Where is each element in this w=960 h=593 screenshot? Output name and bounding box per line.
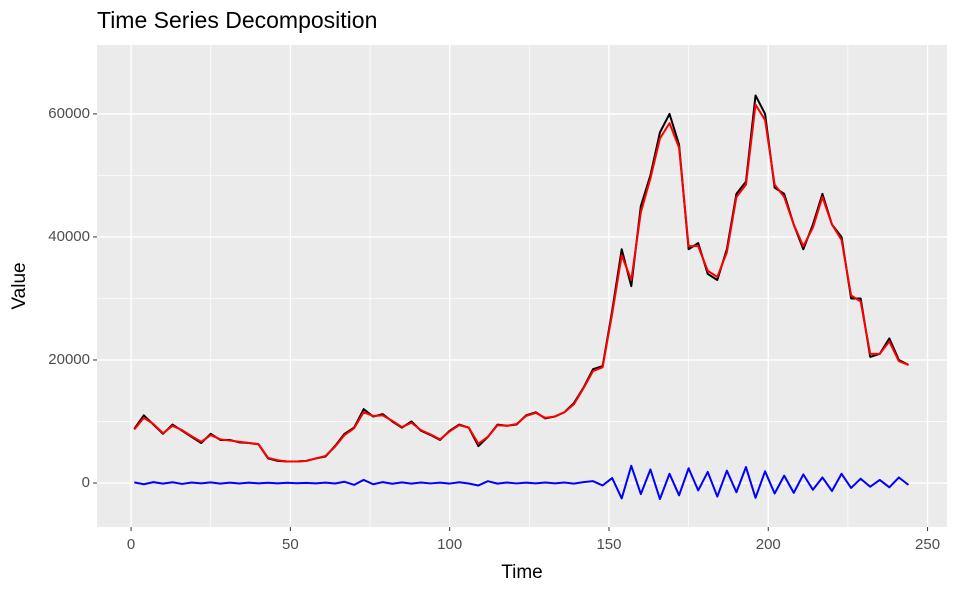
plot-panel [97, 45, 947, 527]
x-tick-label: 150 [596, 536, 621, 553]
y-tick-label: 60000 [48, 105, 90, 122]
x-tick-label: 0 [127, 536, 135, 553]
x-axis-title: Time [501, 562, 543, 583]
y-tick-label: 40000 [48, 228, 90, 245]
x-tick-label: 100 [437, 536, 462, 553]
series-line [134, 464, 910, 501]
y-axis-title: Value [9, 262, 30, 309]
chart-title: Time Series Decomposition [97, 7, 377, 33]
x-tick-label: 200 [756, 536, 781, 553]
y-tick-label: 20000 [48, 351, 90, 368]
x-tick-label: 250 [915, 536, 940, 553]
series-line [133, 103, 909, 463]
y-tick-label: 0 [82, 474, 90, 491]
x-tick-label: 50 [282, 536, 299, 553]
